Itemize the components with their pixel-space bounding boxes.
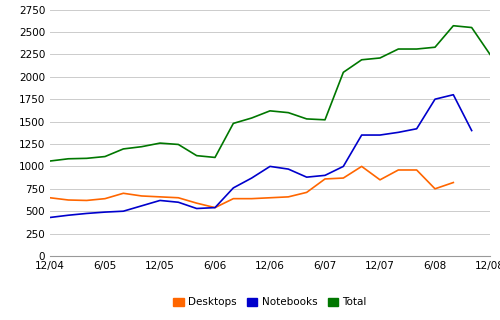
Legend: Desktops, Notebooks, Total: Desktops, Notebooks, Total xyxy=(169,293,371,312)
